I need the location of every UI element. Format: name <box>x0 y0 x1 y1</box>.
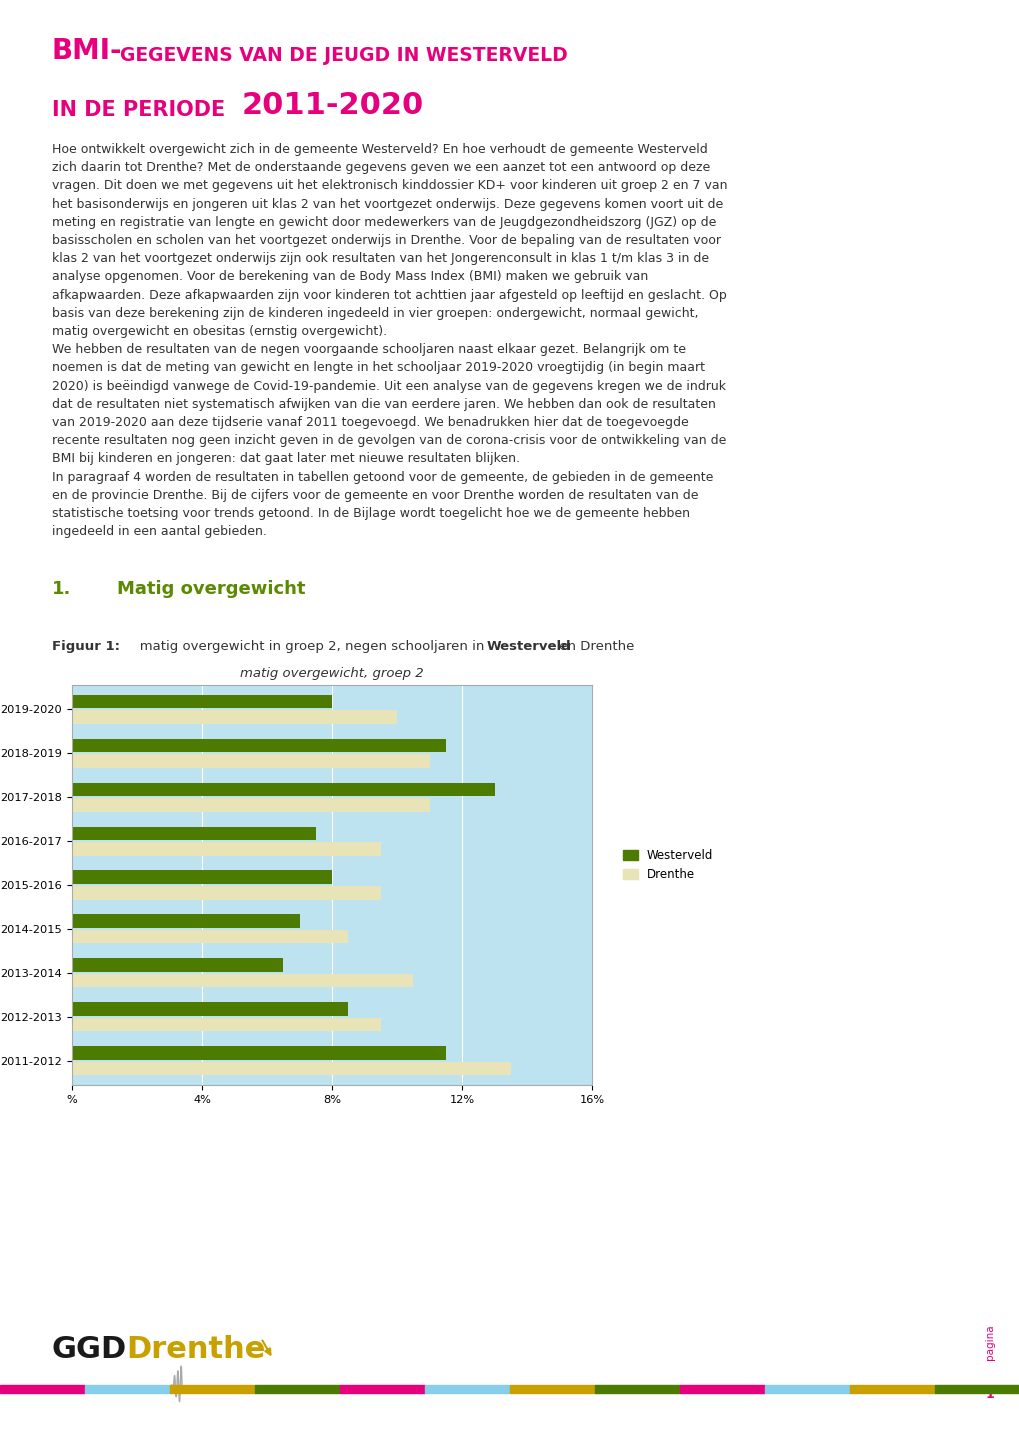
Bar <box>72 826 316 839</box>
Text: 1: 1 <box>984 1389 994 1402</box>
Text: klas 2 van het voortgezet onderwijs zijn ook resultaten van het Jongerenconsult : klas 2 van het voortgezet onderwijs zijn… <box>52 252 708 265</box>
Text: Westerveld: Westerveld <box>486 640 571 653</box>
Bar <box>85 1384 170 1393</box>
Text: matig overgewicht in groep 2, negen schooljaren in: matig overgewicht in groep 2, negen scho… <box>127 640 488 653</box>
Bar <box>934 1384 1019 1393</box>
Text: en Drenthe: en Drenthe <box>554 640 634 653</box>
Bar <box>339 1384 425 1393</box>
Bar <box>72 1047 445 1060</box>
Text: noemen is dat de meting van gewicht en lengte in het schooljaar 2019-2020 vroegt: noemen is dat de meting van gewicht en l… <box>52 362 704 375</box>
Bar <box>72 695 331 708</box>
Text: BMI bij kinderen en jongeren: dat gaat later met nieuwe resultaten blijken.: BMI bij kinderen en jongeren: dat gaat l… <box>52 453 520 466</box>
Text: 2011-2020: 2011-2020 <box>242 91 424 120</box>
Text: basisscholen en scholen van het voortgezet onderwijs in Drenthe. Voor de bepalin: basisscholen en scholen van het voortgez… <box>52 234 720 247</box>
Bar <box>72 930 347 943</box>
Bar <box>72 1018 380 1031</box>
Bar <box>72 887 380 900</box>
Bar <box>680 1384 764 1393</box>
Text: Matig overgewicht: Matig overgewicht <box>117 580 306 598</box>
Bar <box>72 871 331 884</box>
Bar <box>849 1384 934 1393</box>
Bar <box>72 783 494 796</box>
Text: Drenthe: Drenthe <box>126 1335 265 1364</box>
Bar <box>72 738 445 751</box>
Bar <box>72 975 413 988</box>
Text: We hebben de resultaten van de negen voorgaande schooljaren naast elkaar gezet. : We hebben de resultaten van de negen voo… <box>52 343 686 356</box>
Text: analyse opgenomen. Voor de berekening van de Body Mass Index (BMI) maken we gebr: analyse opgenomen. Voor de berekening va… <box>52 271 648 284</box>
Text: basis van deze berekening zijn de kinderen ingedeeld in vier groepen: ondergewic: basis van deze berekening zijn de kinder… <box>52 307 698 320</box>
Bar <box>72 754 429 767</box>
Text: matig overgewicht en obesitas (ernstig overgewicht).: matig overgewicht en obesitas (ernstig o… <box>52 324 387 337</box>
Text: GEGEVENS VAN DE JEUGD IN WESTERVELD: GEGEVENS VAN DE JEUGD IN WESTERVELD <box>120 46 568 65</box>
Text: 1.: 1. <box>52 580 71 598</box>
Text: afkapwaarden. Deze afkapwaarden zijn voor kinderen tot achttien jaar afgesteld o: afkapwaarden. Deze afkapwaarden zijn voo… <box>52 288 727 301</box>
Bar <box>72 959 283 972</box>
Bar <box>594 1384 680 1393</box>
Legend: Westerveld, Drenthe: Westerveld, Drenthe <box>619 845 717 885</box>
Text: IN DE PERIODE: IN DE PERIODE <box>52 99 232 120</box>
Bar <box>170 1384 255 1393</box>
Text: In paragraaf 4 worden de resultaten in tabellen getoond voor de gemeente, de geb: In paragraaf 4 worden de resultaten in t… <box>52 470 712 483</box>
Text: recente resultaten nog geen inzicht geven in de gevolgen van de corona-crisis vo: recente resultaten nog geen inzicht geve… <box>52 434 726 447</box>
Text: GGD: GGD <box>52 1335 127 1364</box>
Bar <box>425 1384 510 1393</box>
Bar <box>510 1384 594 1393</box>
Text: meting en registratie van lengte en gewicht door medewerkers van de Jeugdgezondh: meting en registratie van lengte en gewi… <box>52 216 715 229</box>
Bar <box>72 842 380 855</box>
Bar <box>72 1063 511 1076</box>
Bar <box>255 1384 339 1393</box>
Text: Figuur 1:: Figuur 1: <box>52 640 120 653</box>
Text: en de provincie Drenthe. Bij de cijfers voor de gemeente en voor Drenthe worden : en de provincie Drenthe. Bij de cijfers … <box>52 489 698 502</box>
Text: ingedeeld in een aantal gebieden.: ingedeeld in een aantal gebieden. <box>52 525 267 538</box>
Text: dat de resultaten niet systematisch afwijken van die van eerdere jaren. We hebbe: dat de resultaten niet systematisch afwi… <box>52 398 715 411</box>
Bar <box>764 1384 849 1393</box>
Text: Hoe ontwikkelt overgewicht zich in de gemeente Westerveld? En hoe verhoudt de ge: Hoe ontwikkelt overgewicht zich in de ge… <box>52 143 707 156</box>
Bar <box>72 799 429 812</box>
Text: pagina: pagina <box>984 1324 994 1360</box>
Text: 2020) is beëindigd vanwege de Covid-19-pandemie. Uit een analyse van de gegevens: 2020) is beëindigd vanwege de Covid-19-p… <box>52 379 726 392</box>
Text: BMI-: BMI- <box>52 37 122 65</box>
Bar <box>72 711 396 724</box>
Text: het basisonderwijs en jongeren uit klas 2 van het voortgezet onderwijs. Deze geg: het basisonderwijs en jongeren uit klas … <box>52 198 722 211</box>
Bar <box>72 1002 347 1015</box>
Title: matig overgewicht, groep 2: matig overgewicht, groep 2 <box>239 666 424 679</box>
Text: van 2019-2020 aan deze tijdserie vanaf 2011 toegevoegd. We benadrukken hier dat : van 2019-2020 aan deze tijdserie vanaf 2… <box>52 415 688 430</box>
Bar <box>72 914 300 927</box>
Bar <box>0 1384 85 1393</box>
Text: vragen. Dit doen we met gegevens uit het elektronisch kinddossier KD+ voor kinde: vragen. Dit doen we met gegevens uit het… <box>52 179 727 192</box>
Text: statistische toetsing voor trends getoond. In de Bijlage wordt toegelicht hoe we: statistische toetsing voor trends getoon… <box>52 508 689 521</box>
Text: zich daarin tot Drenthe? Met de onderstaande gegevens geven we een aanzet tot ee: zich daarin tot Drenthe? Met de ondersta… <box>52 162 709 174</box>
